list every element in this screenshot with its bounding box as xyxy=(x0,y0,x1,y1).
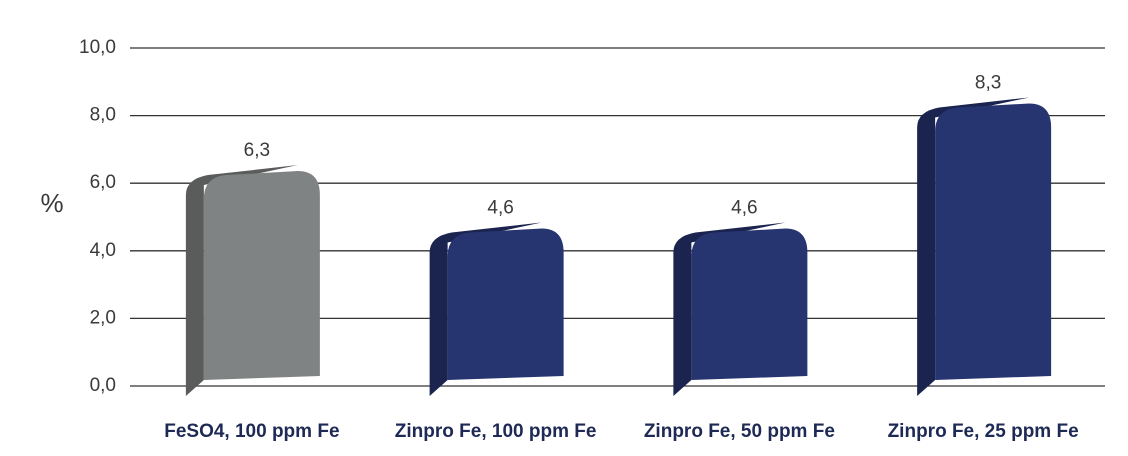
bar-side xyxy=(429,222,542,396)
bar-side xyxy=(673,222,786,396)
value-label: 4,6 xyxy=(731,198,757,219)
value-label: 6,3 xyxy=(244,140,270,161)
bar-side xyxy=(185,165,298,396)
x-tick-label: Zinpro Fe, 50 ppm Fe xyxy=(644,421,835,442)
bar xyxy=(935,103,1052,381)
bar xyxy=(691,228,808,380)
y-tick-label: 8,0 xyxy=(90,105,116,126)
bar xyxy=(203,171,320,380)
y-tick-label: 4,0 xyxy=(90,240,116,261)
y-tick-label: 0,0 xyxy=(90,375,116,396)
y-tick-label: 2,0 xyxy=(90,307,116,328)
y-tick-label: 6,0 xyxy=(90,172,116,193)
value-label: 4,6 xyxy=(487,198,513,219)
bar-side xyxy=(917,97,1030,397)
x-tick-label: Zinpro Fe, 100 ppm Fe xyxy=(395,421,597,442)
y-tick-label: 10,0 xyxy=(79,37,116,58)
value-label: 8,3 xyxy=(975,72,1001,93)
x-tick-label: Zinpro Fe, 25 ppm Fe xyxy=(888,421,1079,442)
x-tick-label: FeSO4, 100 ppm Fe xyxy=(164,421,339,442)
y-axis-label: % xyxy=(40,188,63,218)
bar xyxy=(447,228,564,380)
